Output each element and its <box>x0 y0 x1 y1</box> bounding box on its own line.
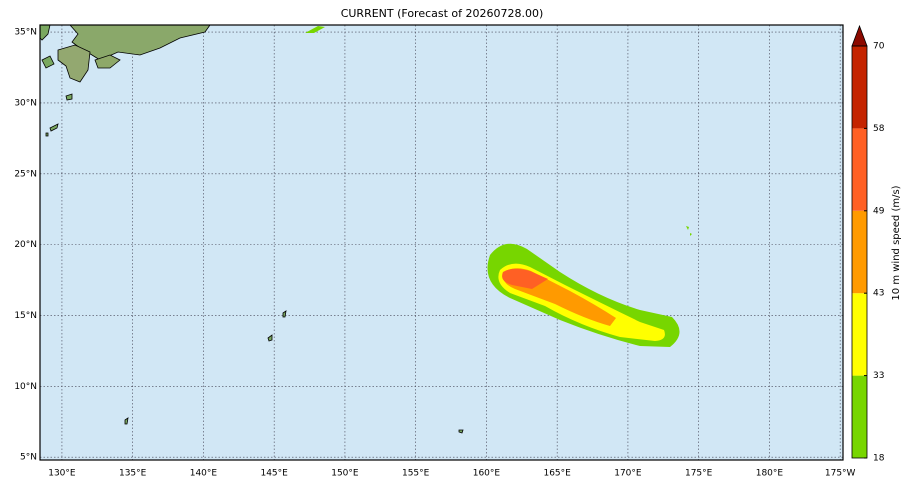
colorbar-tick-label: 58 <box>873 124 885 134</box>
lon-label: 145°E <box>260 469 288 479</box>
lon-label: 150°E <box>331 469 359 479</box>
title: CURRENT (Forecast of 20260728.00) <box>341 7 544 20</box>
lat-label: 20°N <box>14 240 37 250</box>
colorbar-segment <box>852 210 867 294</box>
lon-label: 130°E <box>48 469 76 479</box>
lon-label: 165°E <box>543 469 571 479</box>
colorbar-frame <box>851 45 868 459</box>
lat-label: 15°N <box>14 311 37 321</box>
colorbar-tick-label: 33 <box>873 371 884 381</box>
lon-label: 155°E <box>402 469 430 479</box>
colorbar-extend <box>851 24 868 47</box>
colorbar-segment <box>852 46 867 129</box>
colorbar-label: 10 m wind speed (m/s) <box>891 185 902 300</box>
lon-label: 135°E <box>119 469 147 479</box>
colorbar-segment <box>852 293 867 376</box>
wind-swath <box>305 26 692 347</box>
lon-label: 170°E <box>614 469 642 479</box>
lat-label: 30°N <box>14 98 37 108</box>
lon-label: 175°W <box>825 469 856 479</box>
lon-label: 180°E <box>756 469 784 479</box>
lon-label: 140°E <box>190 469 218 479</box>
lon-label: 160°E <box>473 469 501 479</box>
colorbar-segment <box>852 128 867 211</box>
lat-label: 10°N <box>14 382 37 392</box>
colorbar-segment <box>852 375 867 458</box>
map-frame <box>39 24 844 461</box>
lat-label: 5°N <box>20 453 37 463</box>
lat-label: 35°N <box>14 28 37 38</box>
colorbar-tick-label: 49 <box>873 206 885 216</box>
colorbar-tick-label: 70 <box>873 42 885 52</box>
colorbar-tick-label: 43 <box>873 289 884 299</box>
lat-label: 25°N <box>14 169 37 179</box>
lon-label: 175°E <box>685 469 713 479</box>
land <box>39 24 464 434</box>
colorbar-tick-label: 18 <box>873 454 885 464</box>
ocean <box>40 25 843 460</box>
